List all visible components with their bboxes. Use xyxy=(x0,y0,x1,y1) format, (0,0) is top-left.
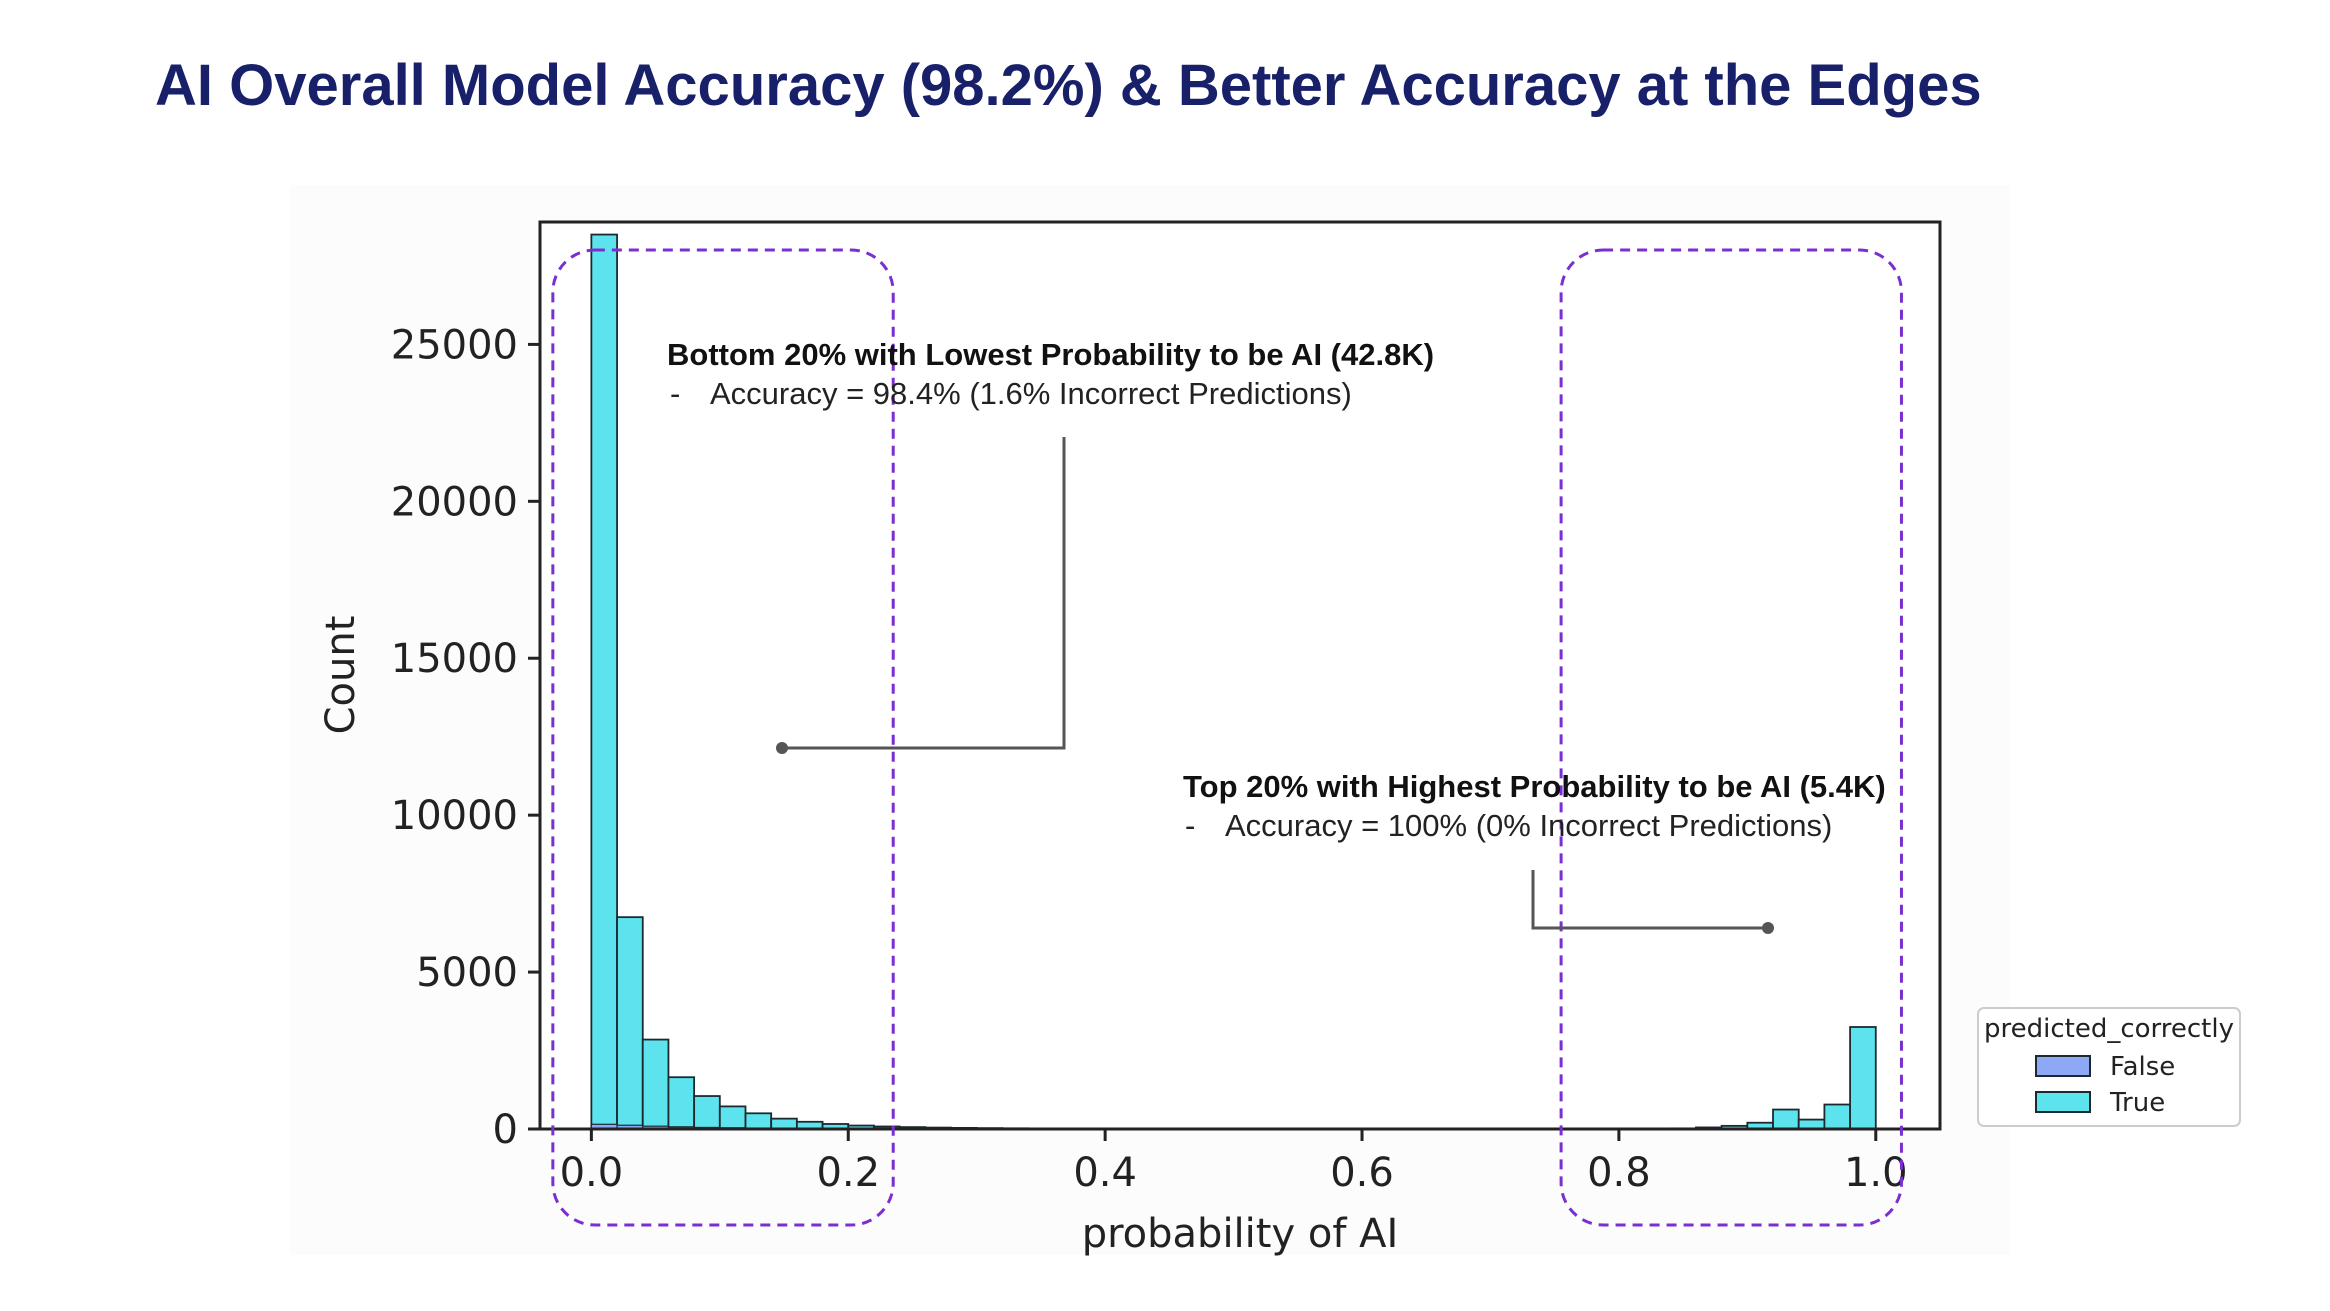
y-axis-ticks: 0 5000 10000 15000 20000 25000 xyxy=(391,322,540,1153)
annotation-bottom-bullet: - xyxy=(670,376,680,411)
x-tick-label-3: 0.6 xyxy=(1330,1150,1394,1196)
y-tick-label-3: 15000 xyxy=(391,636,518,682)
bar-true-0 xyxy=(590,233,618,1130)
x-tick-label-2: 0.4 xyxy=(1073,1150,1137,1196)
annotation-top-detail: Accuracy = 100% (0% Incorrect Prediction… xyxy=(1225,808,1832,843)
bar-true-24 xyxy=(1772,1108,1800,1130)
y-axis-label: Count xyxy=(318,616,364,735)
bar-true-5 xyxy=(718,1105,747,1130)
bar-true-2 xyxy=(641,1038,670,1130)
bar-true-26 xyxy=(1823,1103,1851,1130)
x-tick-label-4: 0.8 xyxy=(1587,1150,1651,1196)
plot-area xyxy=(540,222,1940,1129)
callout-line-bottom xyxy=(782,437,1066,750)
highlight-regions xyxy=(551,248,1903,1227)
legend-swatch-false xyxy=(2035,1055,2091,1077)
legend: predicted_correctly False True xyxy=(1977,1007,2241,1127)
x-axis-ticks: 0.0 0.2 0.4 0.6 0.8 1.0 xyxy=(560,1129,1908,1196)
bar-true-7 xyxy=(770,1117,798,1130)
legend-label-false: False xyxy=(2110,1052,2175,1082)
legend-label-true: True xyxy=(2109,1088,2165,1118)
y-tick-label-1: 5000 xyxy=(416,950,518,996)
x-tick-label-0: 0.0 xyxy=(560,1150,624,1196)
true-series-bars xyxy=(590,233,1877,1130)
bar-true-1 xyxy=(616,916,644,1130)
y-tick-label-5: 25000 xyxy=(391,322,518,368)
annotation-top-title: Top 20% with Highest Probability to be A… xyxy=(1183,769,1886,804)
highlight-region-1 xyxy=(1559,248,1903,1227)
annotation-top-bullet: - xyxy=(1185,808,1195,843)
bar-true-3 xyxy=(667,1076,696,1130)
bar-true-4 xyxy=(693,1095,721,1130)
callout-dot-top xyxy=(1762,922,1774,934)
bar-true-6 xyxy=(744,1112,773,1130)
y-tick-label-2: 10000 xyxy=(391,793,518,839)
annotation-bottom-title: Bottom 20% with Lowest Probability to be… xyxy=(667,337,1434,372)
annotation-bottom-detail: Accuracy = 98.4% (1.6% Incorrect Predict… xyxy=(710,376,1352,411)
x-tick-label-5: 1.0 xyxy=(1844,1150,1908,1196)
x-axis-label: probability of AI xyxy=(1082,1211,1399,1257)
legend-swatch-true xyxy=(2035,1091,2091,1113)
bar-true-27 xyxy=(1849,1026,1877,1130)
y-tick-label-0: 0 xyxy=(493,1107,518,1153)
highlight-region-0 xyxy=(551,248,895,1227)
x-tick-label-1: 0.2 xyxy=(816,1150,880,1196)
plot-frame xyxy=(538,220,1942,1131)
y-tick-label-4: 20000 xyxy=(391,479,518,525)
callout-line-top xyxy=(1531,870,1768,930)
slide-title: AI Overall Model Accuracy (98.2%) & Bett… xyxy=(155,53,1982,118)
callout-dot-bottom xyxy=(776,742,788,754)
legend-title: predicted_correctly xyxy=(1984,1014,2234,1044)
